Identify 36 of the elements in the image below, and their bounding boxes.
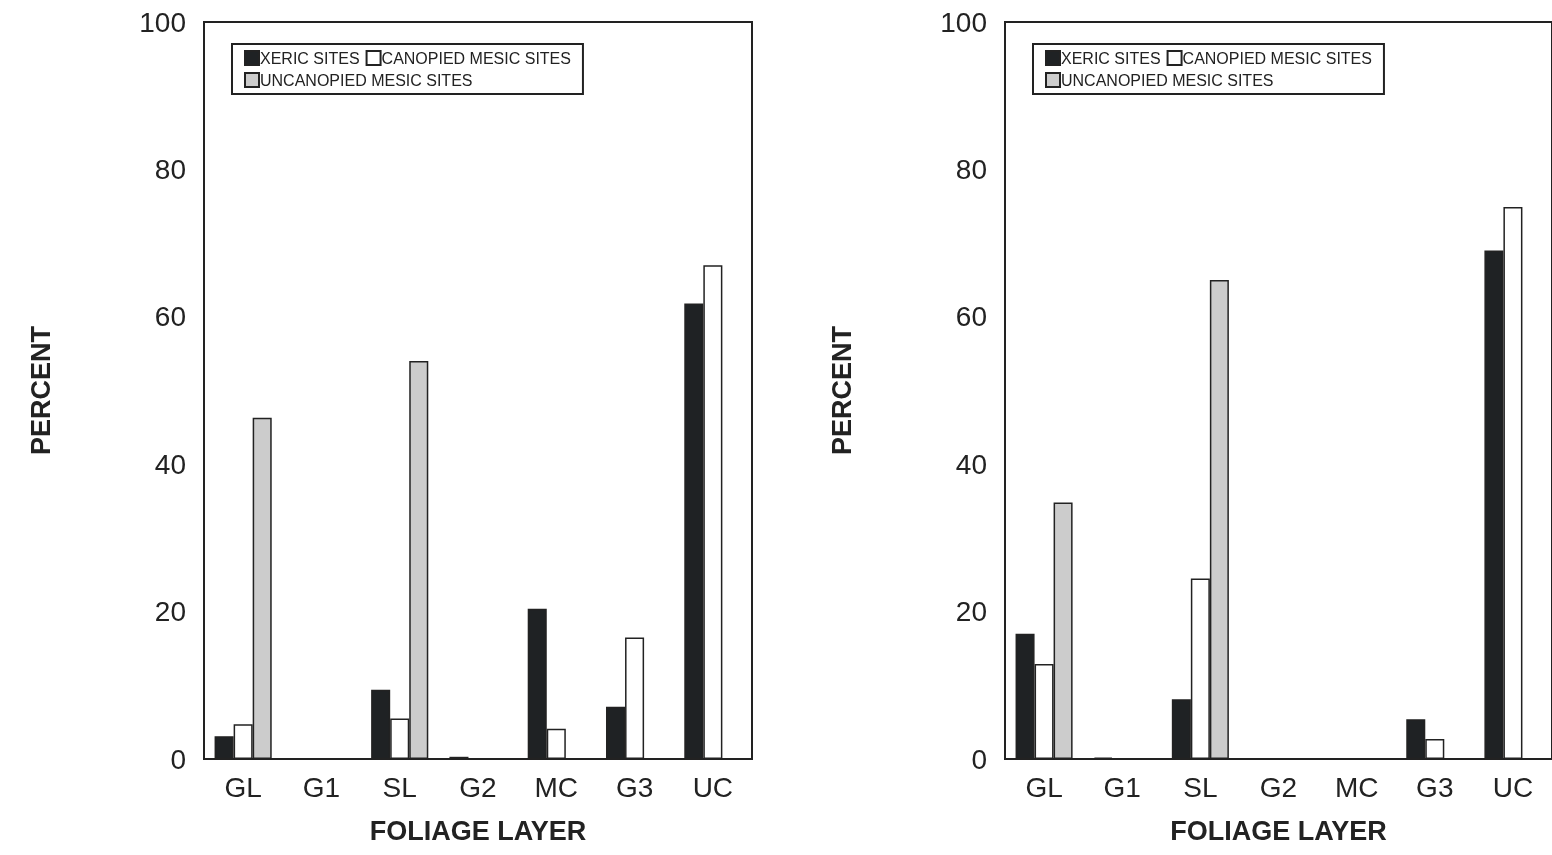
legend-label: XERIC SITES <box>1061 49 1161 67</box>
x-tick-label: GL <box>1025 771 1063 803</box>
y-tick-label: 20 <box>154 596 186 628</box>
y-tick-label: 60 <box>955 301 987 333</box>
y-axis-title: PERCENT <box>25 325 56 456</box>
y-tick-label: 100 <box>940 6 987 38</box>
y-tick-label: 40 <box>154 448 186 480</box>
y-tick-label: 0 <box>971 743 987 775</box>
y-axis-title: PERCENT <box>826 325 857 456</box>
legend-label: UNCANOPIED MESIC SITES <box>1061 71 1274 89</box>
x-tick-label: G3 <box>1416 771 1454 803</box>
x-tick-label: MC <box>534 771 579 803</box>
x-axis-title: FOLIAGE LAYER <box>369 815 587 846</box>
y-tick-label: 20 <box>955 596 987 628</box>
y-tick-label: 80 <box>154 153 186 185</box>
x-tick-label: G1 <box>302 771 341 803</box>
x-tick-label: G3 <box>615 771 654 803</box>
y-tick-label: 0 <box>170 743 186 775</box>
x-tick-label: GL <box>224 771 262 803</box>
y-tick-label: 100 <box>139 6 186 38</box>
legend-label: CANOPIED MESIC SITES <box>381 49 571 67</box>
y-tick-label: 60 <box>154 301 186 333</box>
x-tick-label: G1 <box>1103 771 1141 803</box>
x-axis-title: FOLIAGE LAYER <box>1170 815 1387 846</box>
x-tick-label: SL <box>382 771 417 803</box>
legend-label: UNCANOPIED MESIC SITES <box>260 71 473 89</box>
y-tick-label: 80 <box>955 153 987 185</box>
x-tick-label: SL <box>1183 771 1218 803</box>
legend-label: XERIC SITES <box>260 49 360 67</box>
y-tick-label: 40 <box>955 448 987 480</box>
x-tick-label: G2 <box>1259 771 1298 803</box>
x-tick-label: UC <box>1492 771 1534 803</box>
legend-label: CANOPIED MESIC SITES <box>1182 49 1372 67</box>
x-tick-label: MC <box>1334 771 1379 803</box>
x-tick-label: G2 <box>459 771 497 803</box>
x-tick-label: UC <box>692 771 734 803</box>
